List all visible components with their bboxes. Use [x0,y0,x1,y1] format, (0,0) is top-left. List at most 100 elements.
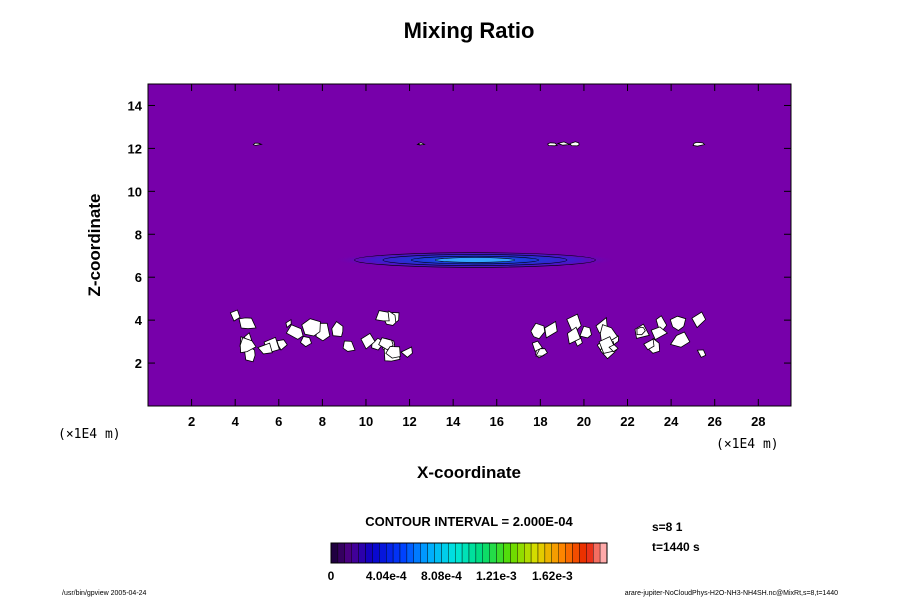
colorbar-frame [330,542,608,564]
colorbar-cell [392,542,401,564]
colorbar-cell [351,542,359,564]
missing-data-patch [285,324,304,340]
missing-data-patch [569,141,580,147]
missing-data-patch [643,338,655,351]
colorbar-cell [475,542,483,564]
colorbar-label: 1.62e-3 [532,569,573,583]
missing-data-patch [375,310,390,322]
colorbar-cell [489,542,497,564]
missing-data-patch [650,326,669,341]
x-tick-label: 6 [275,414,282,429]
colorbar-cell [593,542,601,564]
missing-data-patch [252,142,263,146]
colorbar-cell [365,542,373,564]
colorbar-cell [586,542,594,564]
missing-data-patch [530,322,546,340]
x-tick-label: 16 [490,414,504,429]
footer-right: arare-jupiter-NoCloudPhys-H2O-NH3-NH4SH.… [625,590,838,597]
x-tick-label: 20 [577,414,591,429]
colorbar-label: 8.08e-4 [421,569,462,583]
colorbar-cell [399,542,408,564]
colorbar-cell [517,542,525,564]
missing-data-patch [579,325,592,339]
maximum-contour [382,254,568,266]
missing-data-patch [547,142,559,147]
colorbar-label: 1.21e-3 [476,569,517,583]
y-tick-label: 10 [128,184,142,199]
colorbar-cell [441,542,449,564]
y-tick-label: 4 [135,313,143,328]
missing-data-patch [385,346,401,359]
colorbar-cell [358,542,366,564]
colorbar-cell [503,542,511,564]
chart-title: Mixing Ratio [404,18,535,43]
missing-data-patch [696,349,707,358]
colorbar-cell [386,542,394,564]
colorbar-cell [524,542,532,564]
colorbar-cell [537,542,546,564]
missing-data-patch [544,320,558,339]
x-tick-label: 8 [319,414,326,429]
x-axis-ticks: 2 4 6 8 10 12 14 16 18 20 22 24 26 28 [188,84,766,429]
y-tick-label: 6 [135,270,142,285]
y-axis-ticks: 2 4 6 8 10 12 14 [128,98,791,371]
plot-background [148,84,791,406]
plot-area [147,83,792,407]
colorbar-cell [510,542,518,564]
colorbar-cell [461,542,470,564]
colorbar-cell [420,542,428,564]
colorbar-label: 0 [328,569,335,583]
missing-data-patch [239,337,257,354]
missing-data-patch [400,346,413,358]
feature-layer [229,141,707,363]
missing-data-patch [692,141,706,147]
missing-data-patch [301,318,321,337]
colorbar-cell [434,542,442,564]
x-tick-label: 28 [751,414,765,429]
missing-data-patch [669,331,691,348]
colorbar-cell [544,542,553,564]
missing-data-patch [238,317,257,330]
x-tick-label: 18 [533,414,547,429]
maximum-contour [410,255,540,265]
colorbar-cell [413,542,421,564]
footer-left: /usr/bin/gpview 2005-04-24 [62,590,147,597]
colorbar-cell [565,542,573,564]
colorbar-cell [379,542,387,564]
colorbar-cell [330,542,339,564]
x-tick-label: 26 [707,414,721,429]
colorbar-cell [448,542,456,564]
missing-data-patch [229,309,241,322]
y-axis-unit: (×1E4 m) [58,427,121,442]
colorbar-cell [496,542,504,564]
colorbar-cell [551,542,559,564]
missing-data-patch [556,141,572,146]
plot-frame [147,83,792,407]
missing-data-patch [342,340,356,352]
colorbar-labels: 0 4.04e-4 8.08e-4 1.21e-3 1.62e-3 [328,569,573,583]
x-tick-label: 2 [188,414,195,429]
colorbar-cell [579,542,587,564]
x-tick-label: 14 [446,414,461,429]
missing-data-patch [608,344,619,353]
colorbar-cell [558,542,566,564]
step-label: s=8 1 [652,520,683,534]
colorbar-cell [572,542,580,564]
missing-data-patch [531,340,544,352]
y-tick-label: 2 [135,356,142,371]
colorbar-cell [482,542,490,564]
maximum-contour [434,257,515,263]
y-axis-label: Z-coordinate [85,194,104,297]
colorbar-cell [599,542,608,564]
x-tick-label: 24 [664,414,679,429]
colorbar-cell [455,542,463,564]
colorbar-cell [406,542,414,564]
y-tick-label: 8 [135,227,142,242]
colorbar [330,542,608,564]
colorbar-cell [530,542,539,564]
missing-data-patch [636,326,646,336]
colorbar-cell [468,542,477,564]
x-axis-unit: (×1E4 m) [716,437,779,452]
missing-data-patch [691,311,707,329]
